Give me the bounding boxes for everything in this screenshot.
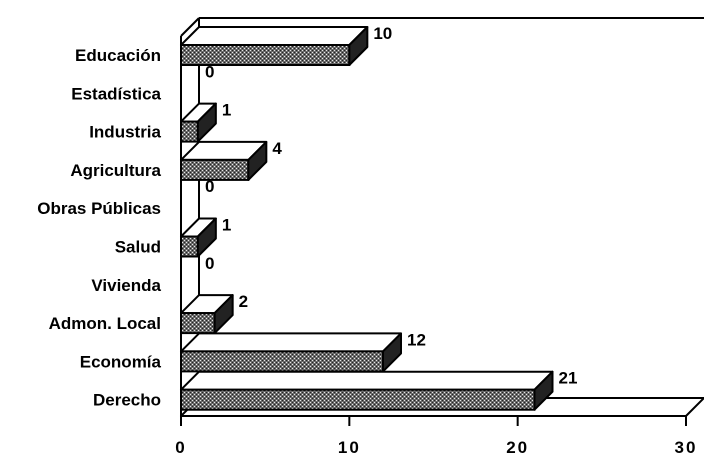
bar-end-face (213, 294, 234, 335)
bar (180, 140, 268, 181)
category-label: Estadística (71, 84, 161, 103)
category-label: Admon. Local (49, 314, 161, 333)
category-label: Industria (89, 123, 161, 142)
data-label: 21 (559, 369, 578, 388)
category-label: Salud (115, 238, 161, 257)
data-label: 12 (407, 330, 426, 349)
bar-end-face (196, 217, 217, 258)
bar-front-face (180, 350, 384, 373)
bar-top-face (180, 26, 369, 46)
bar-end-face (247, 140, 268, 181)
bar-top-face (180, 332, 402, 353)
x-tick-label: 0 (175, 438, 186, 457)
bar (180, 294, 234, 335)
bar-end-face (382, 332, 402, 373)
x-tick-label: 20 (506, 438, 529, 457)
bar-top-face (180, 370, 554, 391)
bar (180, 332, 402, 373)
data-label: 4 (272, 139, 282, 158)
x-axis: 0 10 20 30 (175, 416, 698, 457)
category-labels: Educación Estadística Industria Agricultura… (37, 46, 161, 410)
data-label: 0 (205, 254, 214, 273)
x-tick-label: 10 (338, 438, 361, 457)
category-label: Educación (75, 46, 161, 65)
data-label: 10 (373, 24, 392, 43)
bar-front-face (180, 235, 199, 258)
category-label: Derecho (93, 391, 161, 410)
bar (180, 102, 217, 143)
bar-end-face (196, 102, 217, 143)
data-label: 1 (222, 101, 231, 120)
category-label: Agricultura (70, 161, 161, 180)
bar-front-face (180, 158, 250, 181)
bar-end-face (533, 370, 554, 411)
data-label: 0 (205, 62, 214, 81)
bar (180, 217, 217, 258)
data-label: 0 (205, 177, 214, 196)
category-label: Vivienda (91, 276, 161, 295)
x-tick-label: 30 (675, 438, 698, 457)
data-label: 2 (239, 292, 248, 311)
bar-front-face (180, 120, 199, 143)
data-label: 1 (222, 216, 231, 235)
bar-end-face (348, 26, 369, 66)
frame-corner-top (180, 17, 200, 37)
category-label: Obras Públicas (37, 199, 161, 218)
bars-group (180, 26, 554, 411)
bar (180, 26, 369, 66)
bar-front-face (180, 388, 536, 411)
bar (180, 370, 554, 411)
bar-front-face (180, 312, 216, 335)
category-label: Economía (80, 352, 162, 371)
